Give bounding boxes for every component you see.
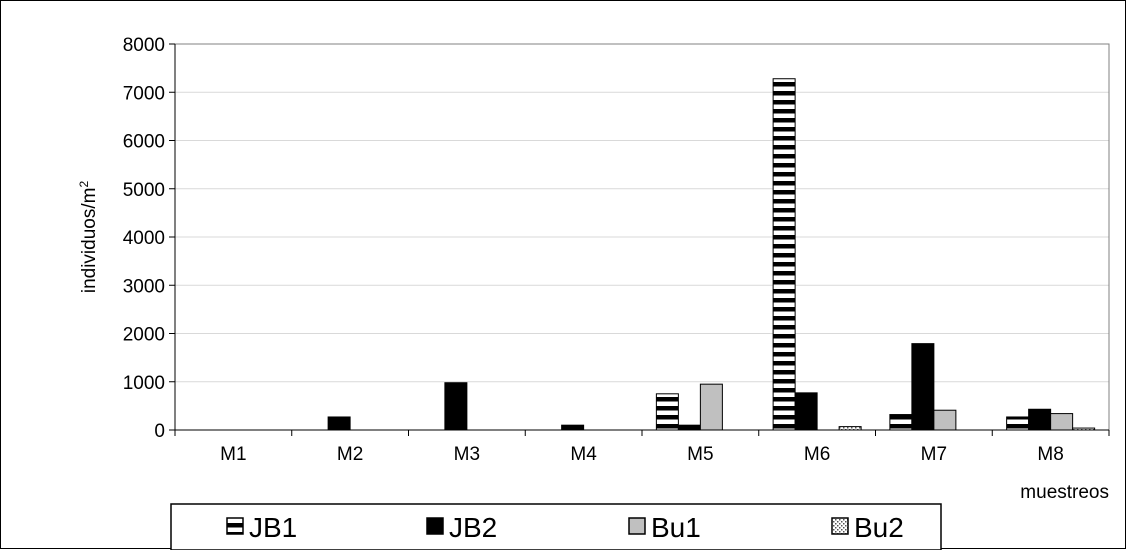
y-tick-label: 8000 — [123, 35, 165, 56]
y-tick-label: 2000 — [123, 325, 165, 346]
bar-jb1-m6 — [772, 78, 796, 431]
bar-bu1-m5 — [699, 383, 723, 431]
x-tick-label: M1 — [220, 444, 246, 465]
bars — [327, 78, 1096, 431]
x-tick-label: M3 — [454, 444, 480, 465]
bar-jb2-m7 — [911, 343, 935, 431]
bar-jb2-m6 — [794, 392, 818, 431]
axes — [169, 43, 1110, 436]
legend-label-bu2: Bu2 — [854, 512, 904, 543]
legend-swatch-jb1 — [226, 517, 244, 535]
bar-jb2-m2 — [327, 416, 351, 431]
bar-jb1-m8 — [1006, 416, 1030, 431]
bar-bu1-m7 — [933, 409, 957, 431]
y-tick-label: 7000 — [123, 83, 165, 104]
legend-swatch-jb2 — [426, 517, 444, 535]
y-tick-label: 4000 — [123, 228, 165, 249]
y-tick-labels: 0 1000 2000 3000 4000 5000 6000 7000 8000 — [123, 35, 165, 442]
bar-jb2-m5 — [677, 424, 701, 431]
legend-label-jb2: JB2 — [449, 512, 497, 543]
legend-label-bu1: Bu1 — [651, 512, 701, 543]
x-tick-labels: M1 M2 M3 M4 M5 M6 M7 M8 — [220, 444, 1064, 465]
x-tick-label: M2 — [337, 444, 363, 465]
bar-jb2-m3 — [444, 382, 468, 431]
y-tick-label: 1000 — [123, 373, 165, 394]
y-tick-label: 5000 — [123, 180, 165, 201]
legend-label-jb1: JB1 — [249, 512, 297, 543]
x-tick-label: M4 — [570, 444, 597, 465]
y-tick-label: 3000 — [123, 276, 165, 297]
x-tick-label: M6 — [804, 444, 830, 465]
bar-jb1-m5 — [655, 393, 679, 431]
bar-bu1-m8 — [1050, 413, 1074, 431]
x-tick-label: M7 — [921, 444, 947, 465]
legend-box — [170, 503, 942, 550]
bar-jb1-m7 — [889, 414, 913, 431]
legend-swatch-bu2 — [831, 517, 849, 535]
bar-jb2-m4 — [561, 424, 585, 431]
y-tick-label: 0 — [154, 421, 165, 442]
x-tick-label: M5 — [687, 444, 713, 465]
legend: JB1 JB2 Bu1 Bu2 — [170, 503, 942, 550]
bar-bu2-m6 — [838, 426, 862, 431]
y-tick-label: 6000 — [123, 132, 165, 153]
x-tick-label: M8 — [1037, 444, 1063, 465]
bar-jb2-m8 — [1028, 408, 1052, 431]
x-axis-title: muestreos — [1020, 482, 1109, 503]
legend-swatch-bu1 — [628, 517, 646, 535]
y-axis-title: individuos/m2 — [77, 181, 100, 294]
gridlines — [175, 43, 1109, 383]
